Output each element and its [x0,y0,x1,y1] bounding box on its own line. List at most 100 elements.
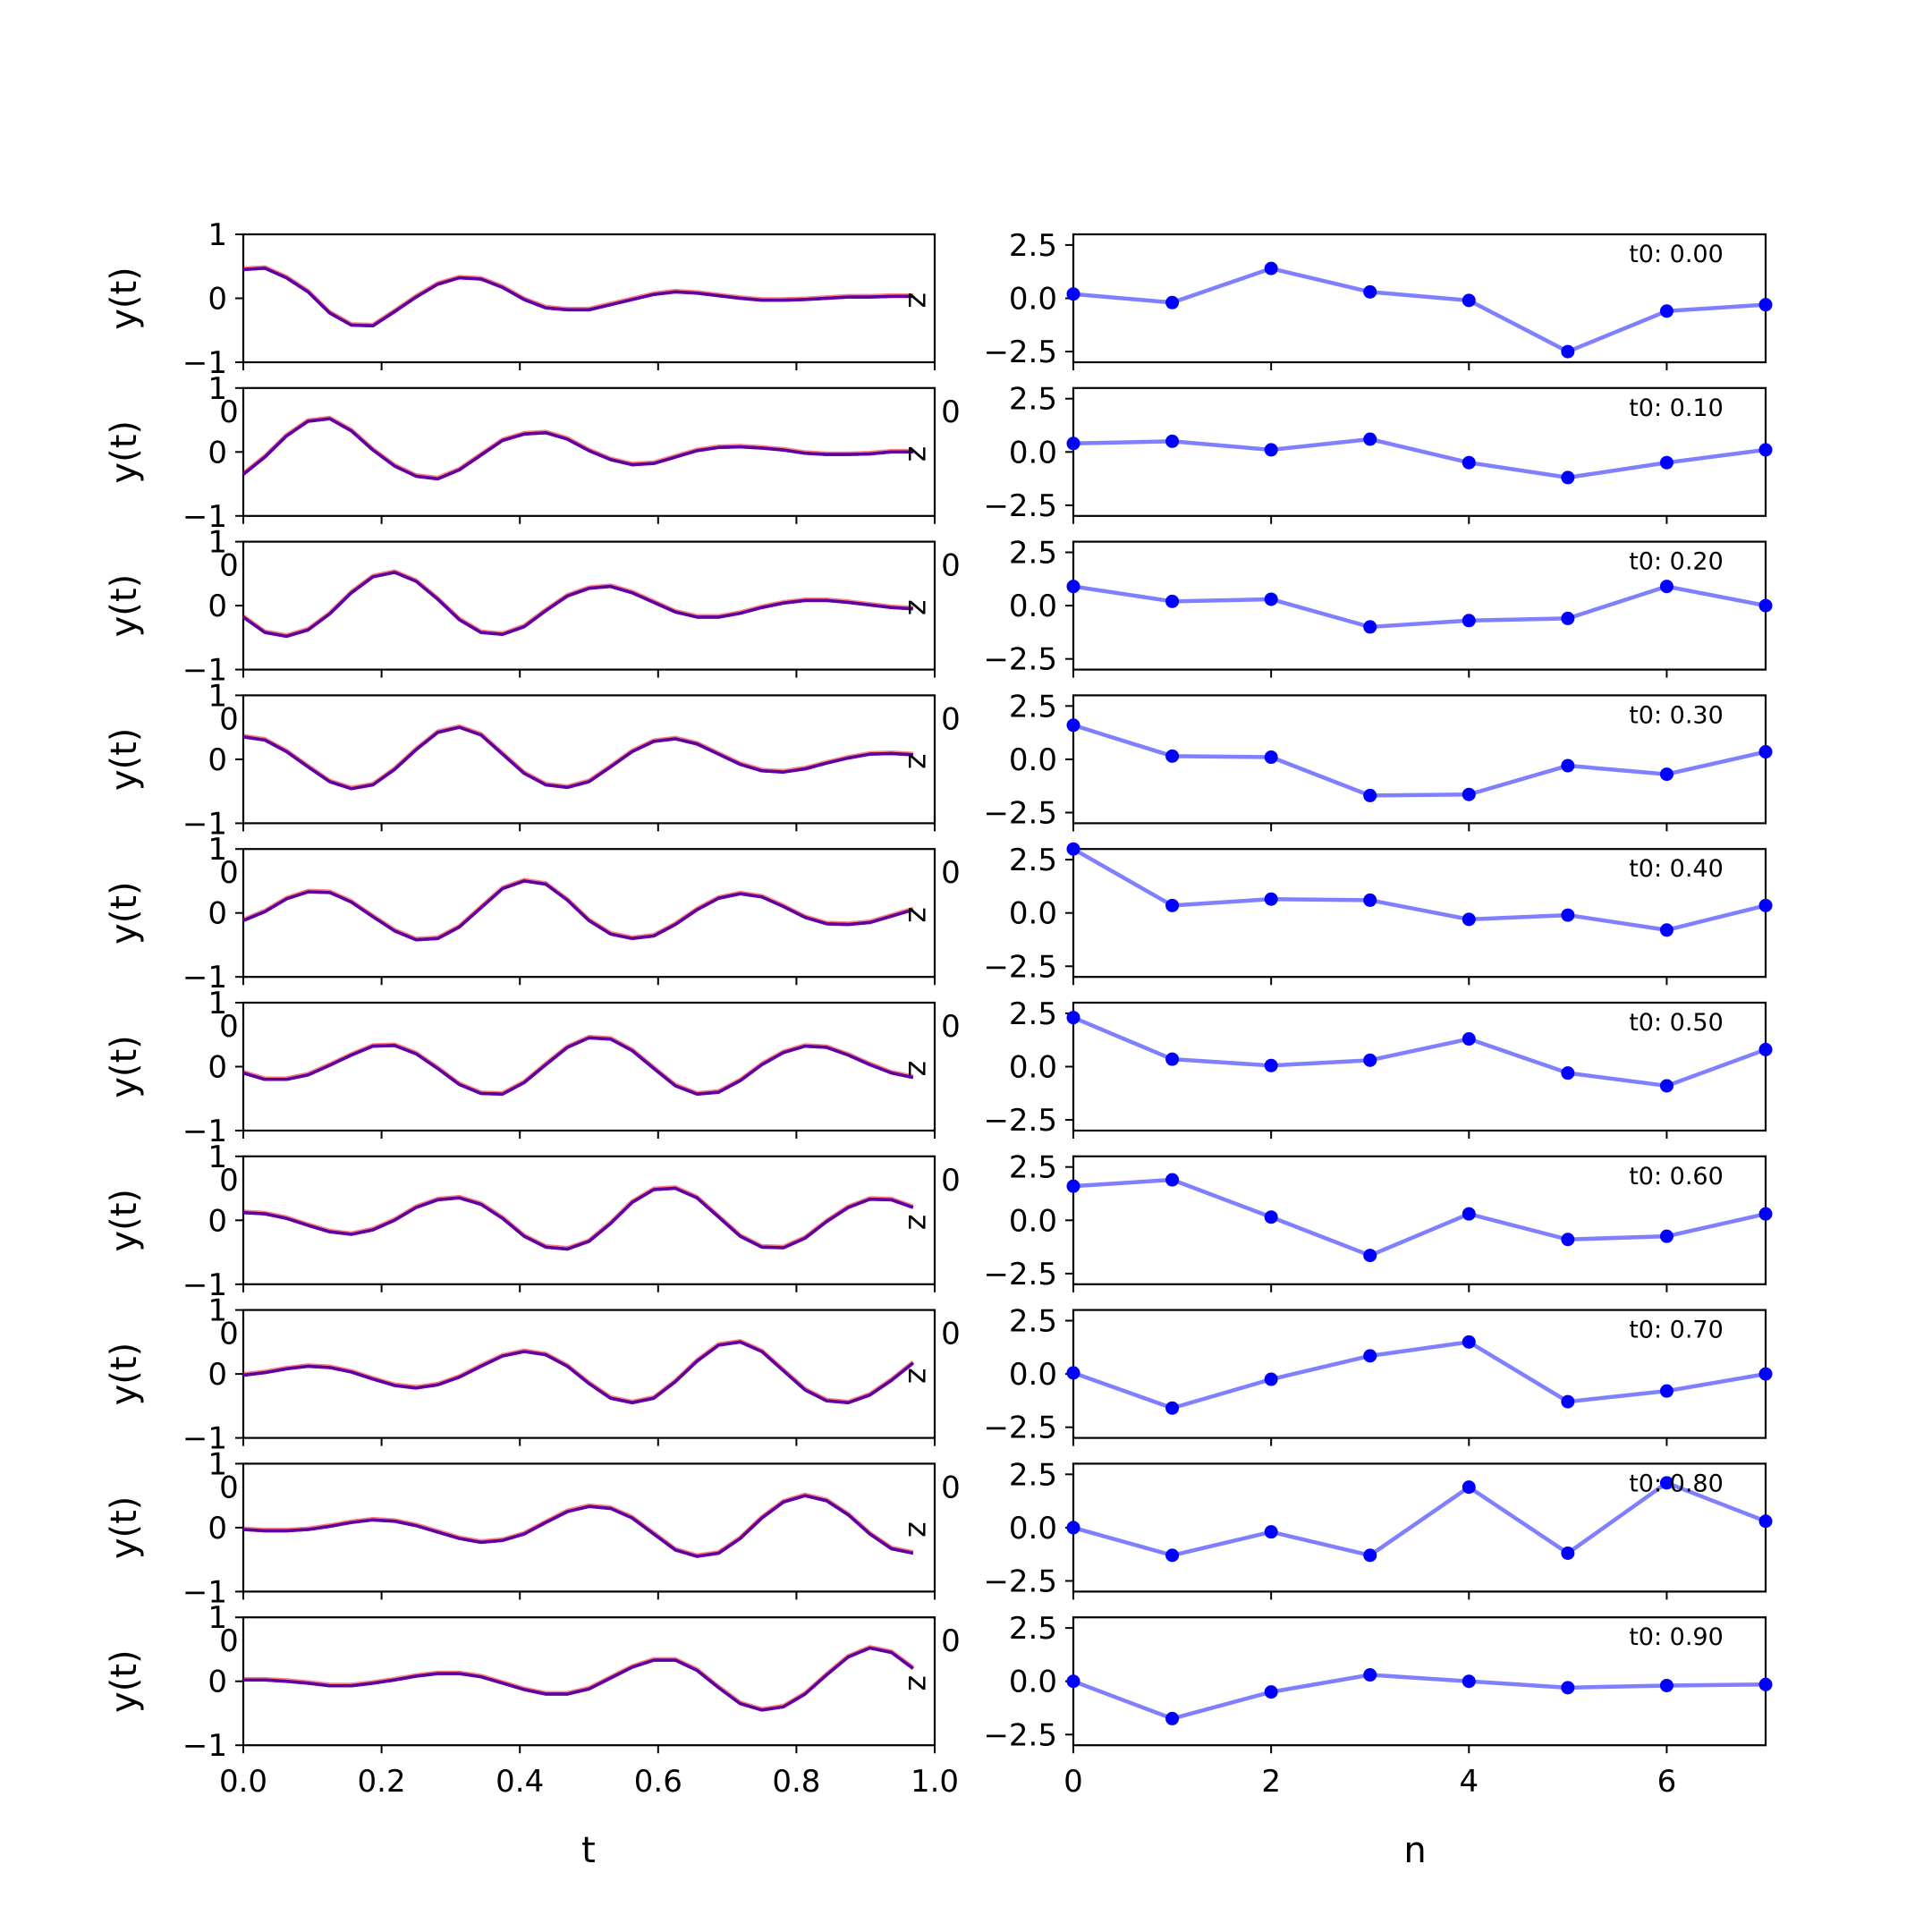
series-line-overlap [243,1646,914,1712]
coefficient-point [1659,1079,1674,1093]
coefficient-point [1561,1066,1575,1080]
series-line-overlap [242,267,913,327]
coefficient-point [1462,614,1476,628]
coefficient-point [1363,432,1377,446]
coefficient-point [1363,1349,1377,1363]
coefficient-point [1462,912,1476,927]
left-y-tick-label: −1 [182,499,227,535]
series-line-overlap [242,879,914,942]
left-axes-frame [242,1309,936,1439]
right-y-tick-label: 0.0 [1009,589,1057,624]
coefficient-point [1561,470,1575,485]
coefficient-point [1363,893,1377,907]
overflow-label-right: 0 [941,701,961,737]
coefficient-point [1462,455,1476,470]
series-line-red [242,1185,914,1250]
left-y-axis-label: y(t) [104,1343,145,1406]
coefficient-point [1264,750,1278,765]
right-y-tick-label: −2.5 [983,1563,1057,1599]
coefficient-point [1066,718,1080,733]
right-y-tick-label: −2.5 [983,1717,1057,1753]
coefficient-point [1066,1674,1080,1689]
overflow-label-right: 0 [941,1470,961,1505]
x-axis-label-n: n [1403,1830,1426,1871]
coefficient-point [1066,1366,1080,1380]
left-y-axis-label: y(t) [104,420,145,484]
overflow-label-left: 0 [219,1009,239,1045]
coefficient-point [1758,898,1773,912]
left-y-axis-label: y(t) [104,1649,145,1713]
left-x-tick-label: 0.0 [219,1764,267,1800]
right-y-tick-label: 2.5 [1009,382,1057,418]
left-y-tick-label: 0 [208,435,227,470]
overflow-label-right: 0 [941,1163,961,1199]
t0-annotation: t0: 0.00 [1629,241,1724,268]
left-y-axis-label: y(t) [104,574,145,638]
right-y-tick-label: −2.5 [983,642,1057,678]
rotated-z-label: z [901,1675,936,1691]
left-y-tick-label: 1 [208,1140,227,1175]
coefficient-point [1462,293,1476,308]
coefficient-point [1758,1677,1773,1691]
left-y-tick-label: 1 [208,1600,227,1636]
coefficient-point [1462,787,1476,801]
coefficient-point [1659,923,1674,937]
left-y-tick-label: −1 [182,653,227,689]
coefficient-point [1659,1229,1674,1243]
rotated-z-label: z [901,753,936,769]
coefficient-point [1758,1042,1773,1056]
right-y-tick-label: 2.5 [1009,1150,1057,1186]
overflow-label-right: 0 [941,1009,961,1045]
t0-annotation: t0: 0.50 [1629,1009,1724,1037]
coefficient-point [1066,436,1080,451]
coefficient-line [1072,266,1767,354]
coefficient-point [1561,1394,1575,1409]
coefficient-point [1659,304,1674,318]
coefficient-point [1561,1546,1575,1560]
coefficient-line [1072,1177,1767,1258]
left-y-tick-label: 1 [208,678,227,714]
coefficient-point [1165,1548,1180,1563]
left-axes-frame [242,1616,936,1747]
coefficient-point [1758,443,1773,457]
coefficient-point [1758,1367,1773,1381]
coefficient-point [1462,1032,1476,1046]
coefficient-point [1066,1179,1080,1193]
right-y-tick-label: 2.5 [1009,228,1057,264]
series-line-blue [242,571,913,639]
left-y-tick-label: 0 [208,1511,227,1546]
left-axes-frame [242,848,936,979]
left-y-tick-label: −1 [182,1728,227,1764]
series-line-red [242,569,913,637]
left-y-tick-label: 0 [208,1665,227,1700]
left-y-tick-label: −1 [182,1114,227,1149]
left-y-axis-label: y(t) [104,881,145,945]
coefficient-point [1462,1674,1476,1689]
coefficient-point [1264,261,1278,275]
overflow-label-right: 0 [941,1623,961,1659]
left-x-tick-label: 0.4 [496,1764,544,1800]
overflow-label-right: 0 [941,855,961,891]
right-y-tick-label: 0.0 [1009,1665,1057,1700]
left-x-tick-label: 0.8 [772,1764,820,1800]
coefficient-line [1072,1340,1767,1411]
coefficient-point [1659,1476,1674,1490]
right-y-tick-label: 0.0 [1009,282,1057,318]
coefficient-point [1066,842,1080,856]
coefficient-point [1264,1210,1278,1224]
coefficient-point [1363,284,1377,299]
coefficient-point [1165,1401,1180,1415]
coefficient-point [1363,620,1377,634]
series-line-blue [243,1646,914,1712]
left-x-tick-label: 1.0 [911,1764,959,1800]
overflow-label-left: 0 [219,548,239,584]
coefficient-point [1264,1685,1278,1699]
rotated-z-label: z [901,292,936,309]
coefficient-point [1363,788,1377,802]
right-y-tick-label: 0.0 [1009,1050,1057,1086]
right-y-tick-label: 0.0 [1009,742,1057,778]
